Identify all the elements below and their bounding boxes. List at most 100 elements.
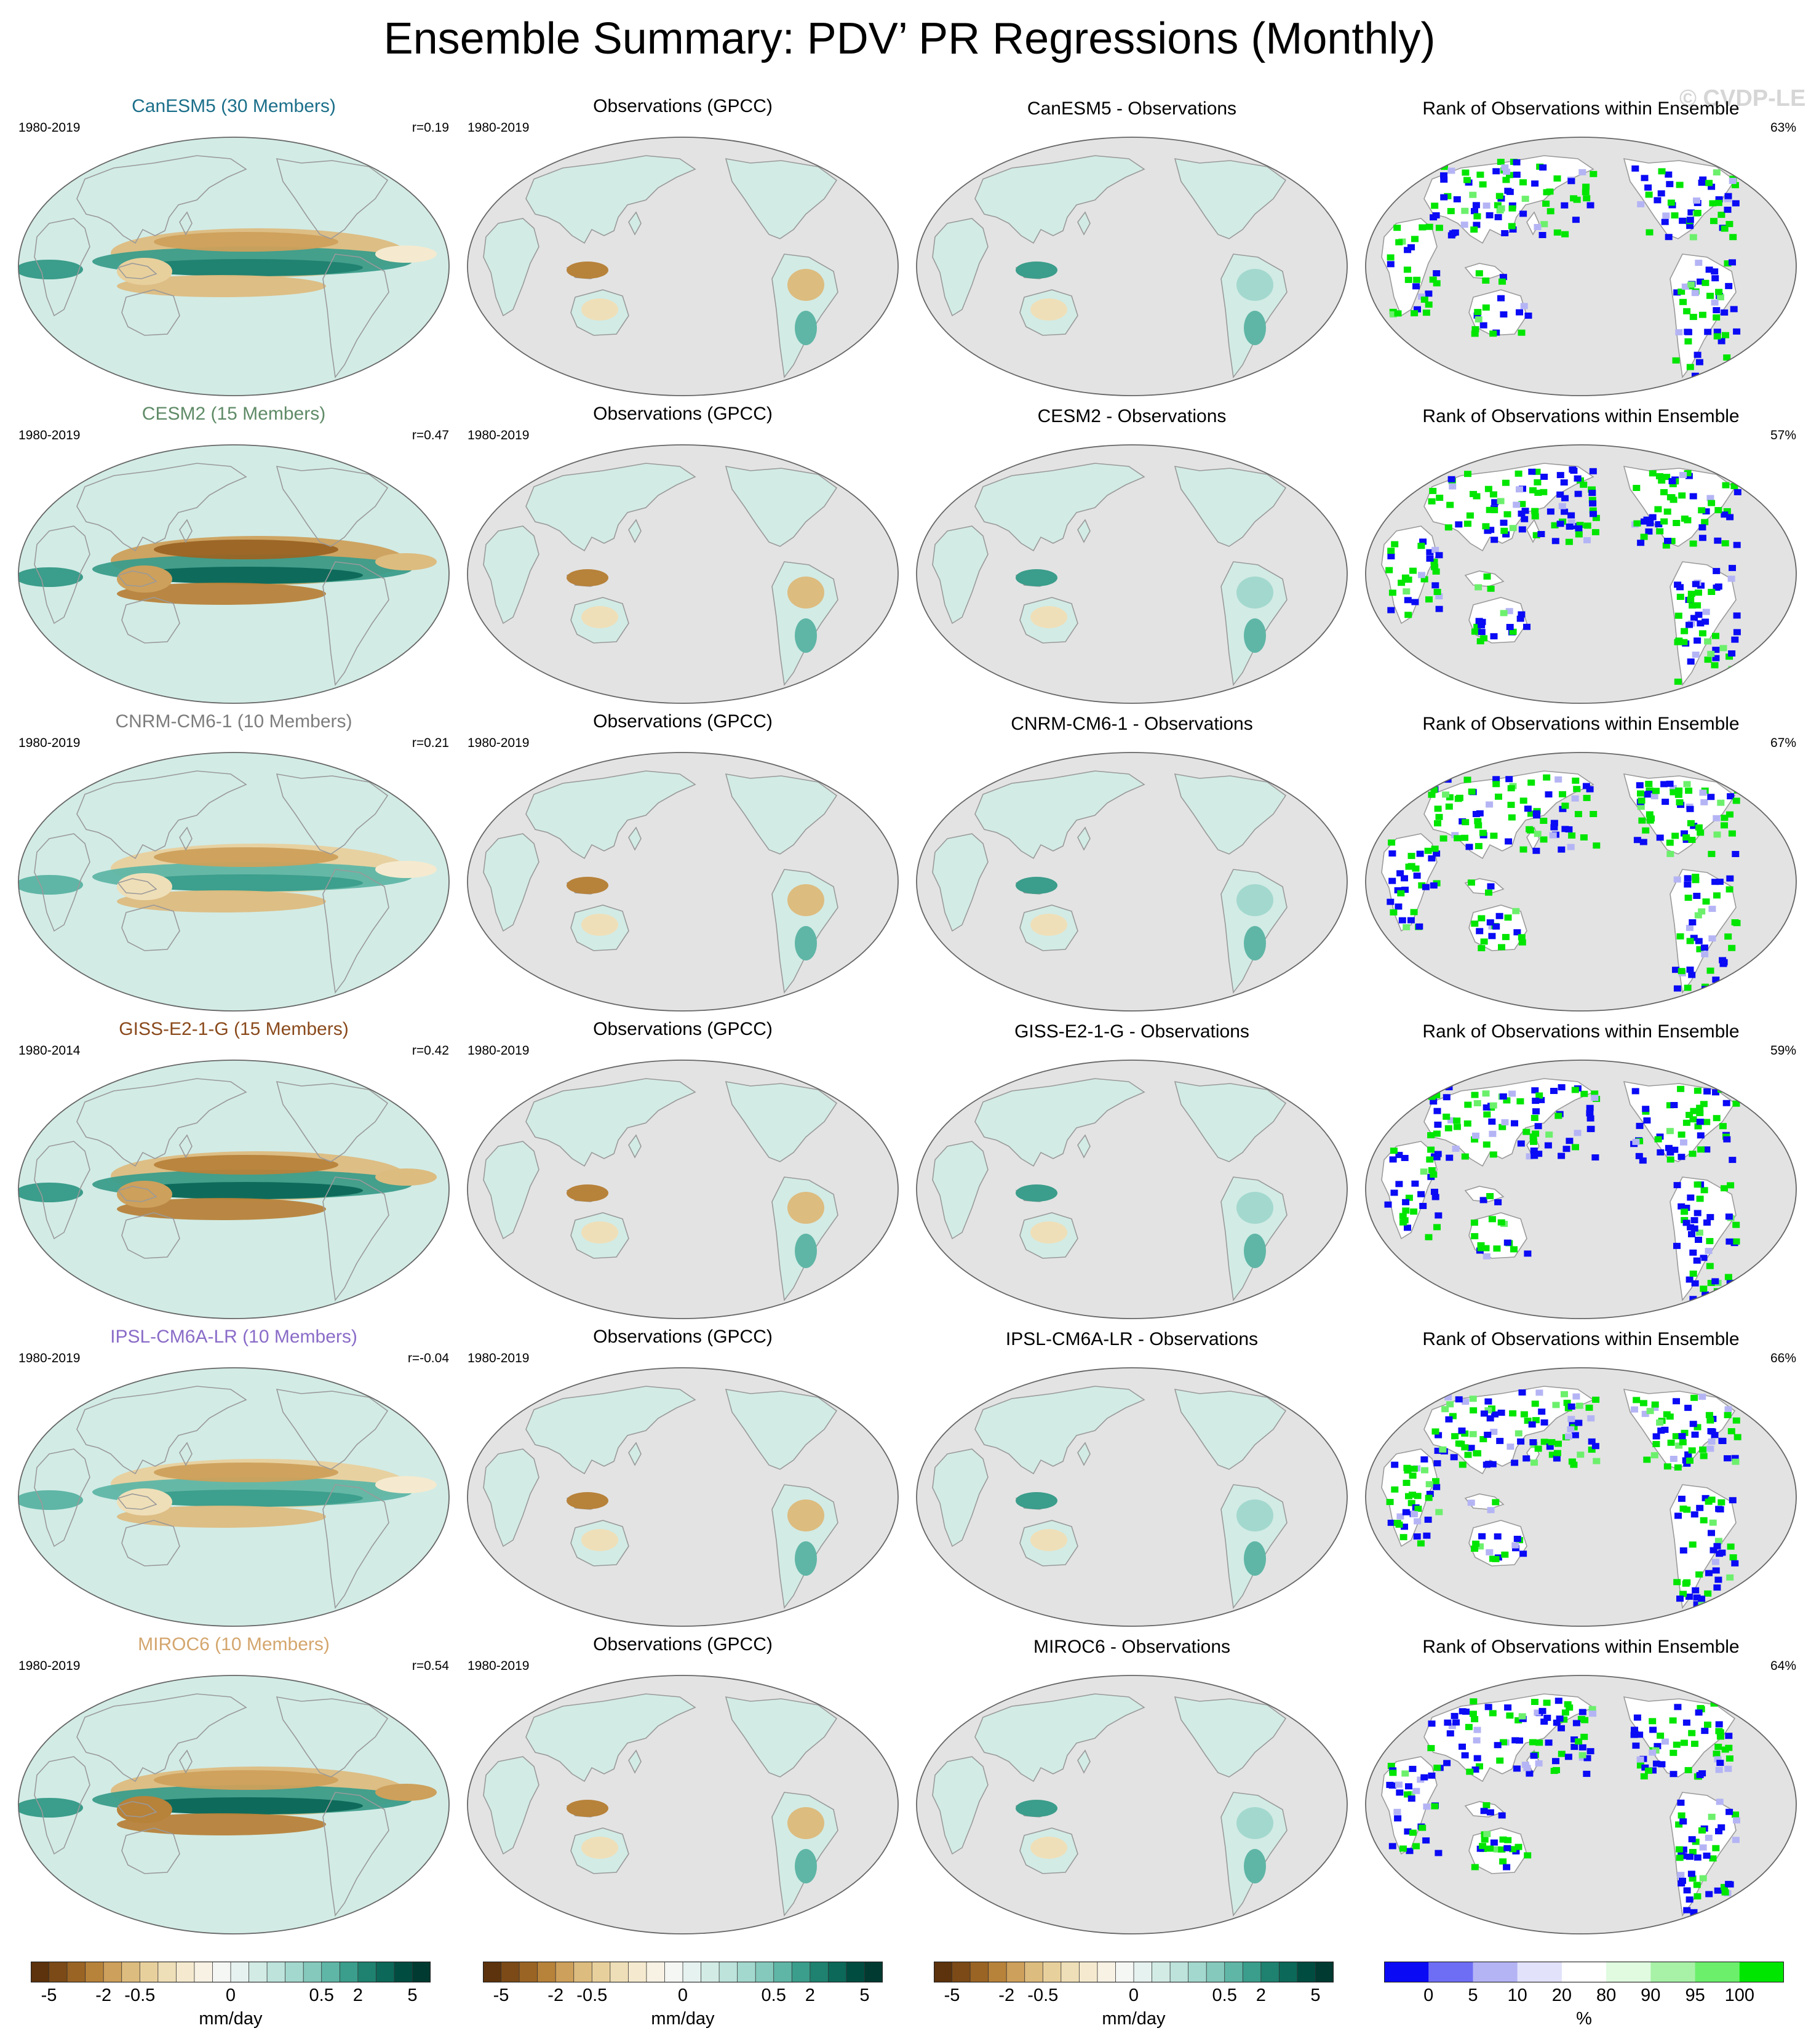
model-title: MIROC6 (10 Members) <box>138 1634 330 1655</box>
rank-percent: 67% <box>1770 736 1796 750</box>
colorbar-tick-label: -0.5 <box>124 1986 156 2005</box>
colorbar-swatch <box>1695 1962 1740 1982</box>
colorbar-tick-label: -2 <box>95 1986 112 2005</box>
land-japan <box>628 1442 642 1466</box>
land-japan <box>628 826 642 851</box>
pattern-correlation: r=0.19 <box>412 121 449 135</box>
land-japan <box>179 211 193 236</box>
map-rank <box>1365 444 1797 704</box>
colorbar-swatch <box>791 1962 811 1982</box>
obs-title: Observations (GPCC) <box>593 1327 773 1347</box>
amazon-anomaly <box>1236 884 1273 916</box>
land-indonesia <box>117 263 157 279</box>
colorbar-swatch <box>773 1962 793 1982</box>
map-border <box>1365 752 1797 1012</box>
amazon-anomaly <box>787 269 824 301</box>
colorbar-swatch <box>66 1962 86 1982</box>
land-namerica <box>1623 158 1736 239</box>
regression-band <box>375 246 437 263</box>
colorbar-swatch <box>1297 1962 1316 1982</box>
colorbar-swatch <box>1739 1962 1784 1982</box>
rank-percent: 64% <box>1770 1659 1796 1673</box>
regression-band <box>18 1183 83 1202</box>
panel-model: MIROC6 (10 Members) 1980-2019 r=0.54 <box>6 1634 461 1941</box>
map-border <box>18 1675 450 1934</box>
land-japan <box>1077 211 1091 236</box>
australia-anomaly <box>1030 298 1067 321</box>
land-africa <box>34 1756 90 1855</box>
colorbar-tick-label: 0 <box>225 1986 236 2005</box>
maritime-continent-anomaly <box>1016 1184 1057 1202</box>
colorbar-tick-label: 5 <box>1310 1986 1321 2005</box>
land-samerica <box>322 869 389 994</box>
panel-obs: Observations (GPCC) 1980-2019 <box>455 711 910 1018</box>
obs-title: Observations (GPCC) <box>593 96 773 116</box>
rank-cells <box>1384 1082 1742 1303</box>
colorbar-swatch <box>375 1962 395 1982</box>
model-title: CESM2 (15 Members) <box>141 404 326 424</box>
colorbar-swatch <box>952 1962 971 1982</box>
map-border <box>18 137 450 396</box>
land-japan <box>1077 1134 1091 1159</box>
colorbar-tick-label: -0.5 <box>576 1986 608 2005</box>
panel-obs: Observations (GPCC) 1980-2019 <box>455 1326 910 1634</box>
south-america-anomaly <box>795 618 817 653</box>
maritime-continent-anomaly <box>567 261 608 279</box>
south-america-anomaly <box>1244 1849 1266 1883</box>
colorbar-tick-label: 0.5 <box>309 1986 334 2005</box>
land-indonesia <box>117 878 157 895</box>
land-namerica <box>725 465 838 547</box>
colorbar-swatch <box>230 1962 250 1982</box>
colorbar-tick-label: -5 <box>493 1986 509 2005</box>
colorbar-precip-3: -5 -2 -0.5 0 0.5 2 5 mm/day <box>934 1962 1334 2042</box>
map-obs <box>467 752 899 1012</box>
land-japan <box>1077 1442 1091 1466</box>
land-europeAsia <box>974 155 1145 244</box>
colorbar-tick-label: 80 <box>1596 1986 1617 2005</box>
colorbar-swatch <box>1133 1962 1153 1982</box>
model-title: CanESM5 (30 Members) <box>132 96 336 116</box>
map-obs <box>467 137 899 396</box>
rank-percent: 66% <box>1770 1351 1796 1365</box>
panel-diff: IPSL-CM6A-LR - Observations <box>904 1326 1359 1634</box>
amazon-anomaly <box>787 1192 824 1224</box>
model-years: 1980-2019 <box>18 1351 81 1365</box>
colorbar-swatch <box>682 1962 702 1982</box>
colorbar-tick-label: -5 <box>41 1986 57 2005</box>
maritime-continent-anomaly <box>1016 569 1057 586</box>
land-europeAsia <box>974 463 1145 552</box>
regression-band <box>117 1488 172 1515</box>
land-japan <box>179 1442 193 1466</box>
map-border <box>18 1060 450 1319</box>
land-japan <box>179 826 193 851</box>
colorbar-swatch <box>285 1962 304 1982</box>
land-australia <box>121 289 180 336</box>
panel-diff: GISS-E2-1-G - Observations <box>904 1018 1359 1326</box>
land-africa <box>34 525 90 625</box>
colorbar-swatch <box>988 1962 1008 1982</box>
colorbar-tick-label: 2 <box>805 1986 815 2005</box>
land-namerica <box>1174 773 1287 855</box>
land-samerica <box>322 254 389 379</box>
rank-percent: 57% <box>1770 428 1796 442</box>
colorbar-swatch <box>1097 1962 1116 1982</box>
australia-anomaly <box>1030 1221 1067 1244</box>
colorbar-swatch <box>194 1962 213 1982</box>
regression-band <box>154 1463 338 1482</box>
obs-years: 1980-2019 <box>468 1044 530 1058</box>
pattern-correlation: r=-0.04 <box>407 1351 449 1365</box>
regression-band <box>18 567 83 587</box>
colorbar-swatch <box>591 1962 611 1982</box>
colorbar-swatch <box>1188 1962 1208 1982</box>
land-namerica <box>725 773 838 855</box>
obs-years: 1980-2019 <box>468 121 530 135</box>
australia-anomaly <box>581 1837 618 1859</box>
panel-diff: MIROC6 - Observations <box>904 1634 1359 1941</box>
colorbar-swatch <box>121 1962 141 1982</box>
colorbar-swatch <box>1224 1962 1244 1982</box>
rank-percent: 63% <box>1770 121 1796 135</box>
map-border <box>1365 1367 1797 1627</box>
panel-diff: CESM2 - Observations <box>904 403 1359 711</box>
obs-years: 1980-2019 <box>468 1659 530 1673</box>
colorbar-precip-1: -5 -2 -0.5 0 0.5 2 5 mm/day <box>31 1962 431 2042</box>
